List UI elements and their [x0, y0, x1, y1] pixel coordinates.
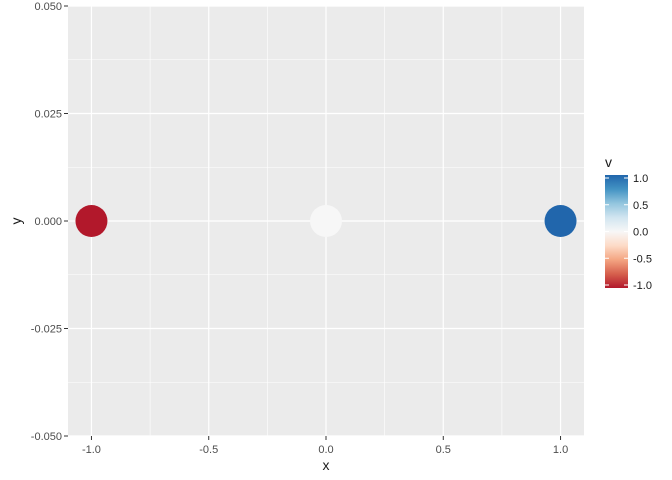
color-legend: v 1.0 0.5 0.0 -0.5 -1.0	[605, 154, 652, 292]
x-axis-title: x	[323, 457, 330, 473]
x-tick-label: -0.5	[199, 444, 218, 456]
y-axis: -0.050 -0.025 0.000 0.025 0.050	[31, 1, 68, 443]
legend-tick-label: -1.0	[633, 280, 652, 292]
x-tick-label: 0.0	[318, 444, 333, 456]
x-tick-label: -1.0	[82, 444, 101, 456]
x-axis: -1.0 -0.5 0.0 0.5 1.0	[82, 436, 568, 456]
data-point	[310, 205, 342, 237]
data-point	[544, 205, 577, 237]
y-tick-label: -0.050	[31, 431, 62, 443]
y-tick-label: 0.000	[34, 216, 62, 228]
legend-tick-label: -0.5	[633, 253, 652, 265]
legend-title: v	[605, 154, 612, 170]
y-tick-label: -0.025	[31, 324, 62, 336]
legend-tick-label: 0.5	[633, 200, 648, 212]
x-tick-label: 1.0	[553, 444, 568, 456]
legend-tick-label: 1.0	[633, 173, 648, 185]
x-tick-label: 0.5	[436, 444, 451, 456]
y-axis-title: y	[8, 218, 24, 225]
data-points	[75, 205, 577, 237]
legend-color-bar	[605, 175, 628, 288]
data-point	[75, 205, 108, 237]
y-tick-label: 0.025	[34, 109, 62, 121]
legend-tick-label: 0.0	[633, 227, 648, 239]
y-tick-label: 0.050	[34, 1, 62, 13]
legend-ticks: 1.0 0.5 0.0 -0.5 -1.0	[605, 173, 652, 292]
